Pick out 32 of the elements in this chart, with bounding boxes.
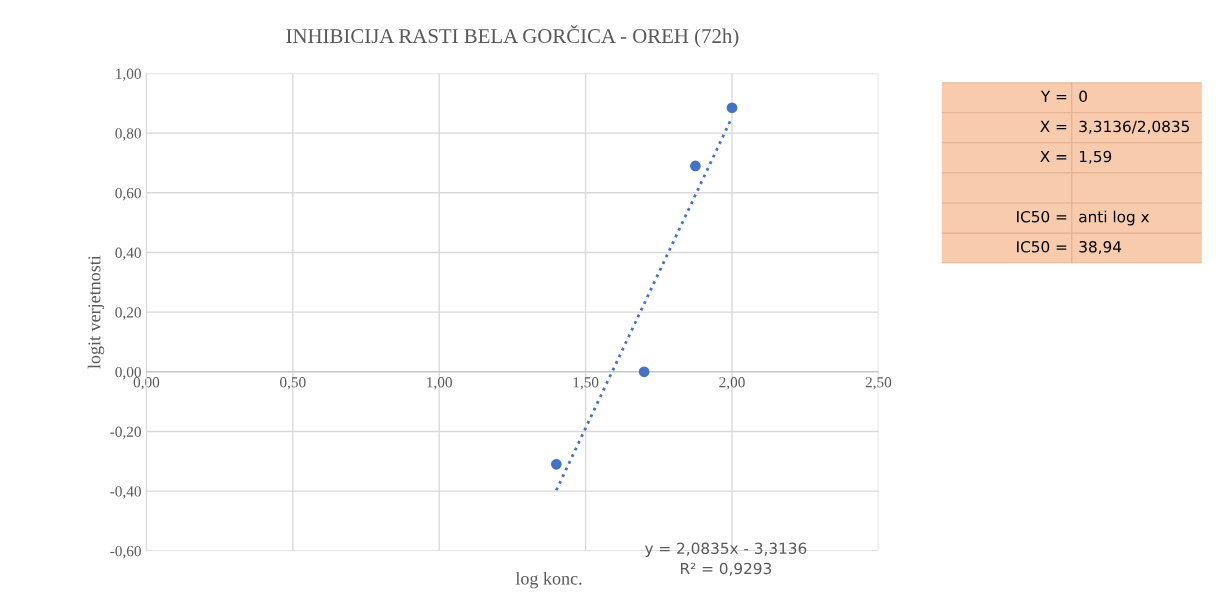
x-tick-label: 1,00 (427, 377, 452, 390)
text: X = (1040, 120, 1067, 132)
y-tick-label: 0,20 (115, 307, 141, 320)
text: IC50 = (1017, 210, 1067, 223)
text: 0 (1079, 90, 1087, 103)
text: 3,3136/2,0835 (1079, 120, 1189, 134)
text: IC50 = (1017, 240, 1067, 253)
text: X = (1040, 150, 1067, 163)
text: 1,59 (1079, 150, 1112, 164)
y-tick-label: 0,60 (115, 187, 141, 201)
x-tick-label: 0,50 (280, 377, 306, 390)
point (638, 366, 650, 378)
text: R² = 0,9293 (681, 562, 772, 576)
y-tick-label: 0,40 (115, 247, 141, 261)
text: Y = (1040, 90, 1067, 102)
y-tick-label: -0,20 (110, 426, 141, 440)
y-axis-title: logit verjetnosti (87, 255, 105, 369)
y-tick-label: 0,80 (115, 128, 141, 141)
chart-title: INHIBICIJA RASTI BELA GORČICA - OREH (72h) (286, 25, 739, 48)
x-axis-title: log konc. (515, 571, 582, 589)
point (726, 102, 738, 114)
y-tick-label: -0,60 (110, 545, 141, 559)
annotation: y = 2,0835x - 3,3136 (644, 542, 807, 558)
x-tick-label: 2,50 (865, 377, 892, 390)
point (550, 458, 562, 470)
point (690, 160, 701, 172)
text: anti log x (1079, 210, 1150, 226)
x-tick-label: 1,50 (573, 377, 599, 390)
y-tick-label: -0,40 (110, 486, 141, 499)
text: 38,94 (1079, 240, 1122, 255)
x-tick-label: 2,00 (719, 377, 745, 390)
y-tick-label: 1,00 (116, 68, 141, 82)
